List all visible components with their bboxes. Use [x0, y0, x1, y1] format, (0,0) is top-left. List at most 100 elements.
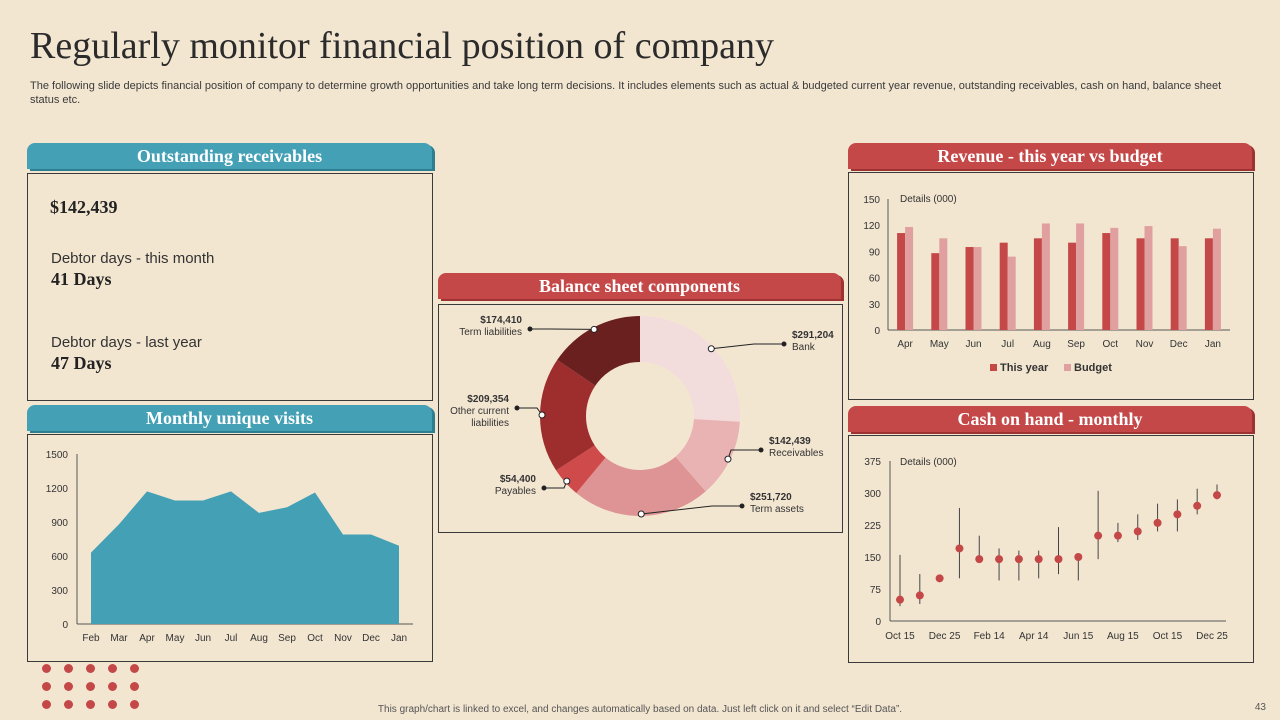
dot [64, 700, 73, 709]
cash-scatter-chart: 0 75 150 225 300 375 Details (000) Oct 15 Dec 25… [864, 457, 1228, 642]
visits-x-tick: Nov [334, 633, 352, 644]
visits-x-tick: May [166, 633, 185, 644]
donut-callout-marker [724, 455, 732, 463]
visits-y-tick: 1500 [46, 450, 69, 461]
receivables-amount: $142,439 [50, 197, 118, 217]
cash-point [915, 591, 924, 600]
revenue-x-tick: Dec [1170, 339, 1188, 350]
donut-callout-line [517, 407, 543, 416]
receivables-panel [27, 173, 433, 401]
donut-callout-end [781, 341, 787, 347]
cash-panel [848, 435, 1254, 663]
donut-callout-marker [637, 510, 645, 518]
donut-slice-value: $54,400 [500, 474, 537, 485]
dot [86, 682, 95, 691]
donut-slice-label: Other current [450, 406, 509, 417]
dot [64, 664, 73, 673]
visits-area [91, 491, 399, 624]
donut-callout-line [544, 480, 568, 489]
cash-point [935, 574, 944, 583]
revenue-bar-budget [1076, 223, 1085, 330]
visits-area-chart: 0 300 600 900 1200 1500 Feb Mar Apr May Jun Jul Aug S… [46, 450, 413, 644]
dot [42, 700, 51, 709]
page-title: Regularly monitor financial position of … [30, 25, 775, 67]
visits-y-tick: 0 [62, 620, 68, 631]
revenue-bar-budget [973, 247, 982, 330]
donut-slice-4 [540, 359, 596, 471]
cash-point [1213, 491, 1221, 500]
debtor-days-this-month-label: Debtor days - this month [51, 250, 215, 267]
revenue-y-tick: 120 [863, 221, 880, 232]
cash-point [1113, 531, 1122, 540]
revenue-y-tick: 150 [863, 195, 880, 206]
donut-callout-end [527, 326, 533, 332]
revenue-bar-this-year [965, 247, 974, 330]
visits-header: Monthly unique visits [27, 405, 432, 431]
cash-y-tick: 375 [864, 457, 881, 468]
revenue-bar-this-year [1068, 242, 1077, 330]
revenue-x-tick: Jan [1205, 339, 1221, 350]
donut-slice-label: Term liabilities [459, 327, 522, 338]
donut-slice-value: $174,410 [480, 315, 522, 326]
revenue-bar-chart: 0 30 60 90 120 150 Details (000) Apr May Jun Jul Au… [863, 194, 1230, 374]
dot [64, 682, 73, 691]
cash-point [955, 544, 964, 553]
revenue-x-tick: Jul [1001, 339, 1014, 350]
revenue-bar-budget [1144, 226, 1153, 330]
donut-slice-5 [557, 316, 640, 386]
revenue-y-tick: 30 [869, 300, 881, 311]
revenue-bar-budget [1007, 256, 1016, 330]
donut-slice-value: $291,204 [792, 330, 834, 341]
donut-slice-value: $142,439 [769, 436, 811, 447]
revenue-y-tick: 90 [869, 247, 881, 258]
visits-x-tick: Aug [250, 633, 268, 644]
visits-x-tick: Dec [362, 633, 380, 644]
donut-callout-end [514, 405, 520, 411]
revenue-bar-this-year [1204, 238, 1213, 330]
dot [108, 700, 117, 709]
cash-y-tick: 150 [864, 553, 881, 564]
revenue-bar-this-year [1136, 238, 1145, 330]
donut-slice-1 [675, 419, 740, 492]
revenue-header: Revenue - this year vs budget [848, 143, 1252, 169]
revenue-bar-budget [1110, 227, 1119, 330]
cash-y-tick: 225 [864, 521, 881, 532]
cash-point [1074, 553, 1083, 561]
cash-y-tick: 0 [875, 617, 881, 628]
donut-callout-end [541, 485, 547, 491]
revenue-y-tick: 60 [869, 274, 881, 285]
visits-panel [27, 434, 433, 662]
debtor-days-last-year-value: 47 Days [51, 353, 112, 373]
balance-donut-chart: $291,204Bank$142,439Receivables$251,720T… [450, 315, 834, 518]
revenue-bar-this-year [897, 233, 906, 330]
revenue-bar-this-year [931, 253, 940, 330]
receivables-header: Outstanding receivables [27, 143, 432, 169]
donut-callout-line [711, 343, 784, 350]
cash-x-tick: Apr 14 [1019, 631, 1049, 642]
cash-point [1034, 555, 1043, 564]
revenue-annotation: Details (000) [900, 194, 957, 205]
visits-y-tick: 300 [51, 586, 68, 597]
visits-x-tick: Feb [82, 633, 100, 644]
cash-x-tick: Aug 15 [1107, 631, 1139, 642]
debtor-days-last-year-label: Debtor days - last year [51, 334, 202, 351]
cash-point [1133, 527, 1142, 536]
visits-x-tick: Sep [278, 633, 296, 644]
revenue-bar-this-year [1102, 233, 1111, 330]
dot [130, 700, 139, 709]
revenue-bar-budget [1041, 223, 1050, 330]
revenue-bar-this-year [999, 242, 1008, 330]
dot [108, 664, 117, 673]
cash-point [896, 595, 904, 604]
cash-point [1173, 510, 1182, 519]
cash-point [1193, 501, 1202, 510]
footer-note: This graph/chart is linked to excel, and… [377, 704, 903, 715]
debtor-days-this-month-value: 41 Days [51, 269, 112, 289]
cash-header: Cash on hand - monthly [848, 406, 1252, 432]
visits-y-tick: 600 [51, 552, 68, 563]
revenue-bar-budget [1212, 228, 1221, 330]
revenue-bar-budget [939, 238, 948, 330]
cash-x-tick: Oct 15 [1153, 631, 1183, 642]
cash-y-tick: 300 [864, 489, 881, 500]
dot [42, 664, 51, 673]
